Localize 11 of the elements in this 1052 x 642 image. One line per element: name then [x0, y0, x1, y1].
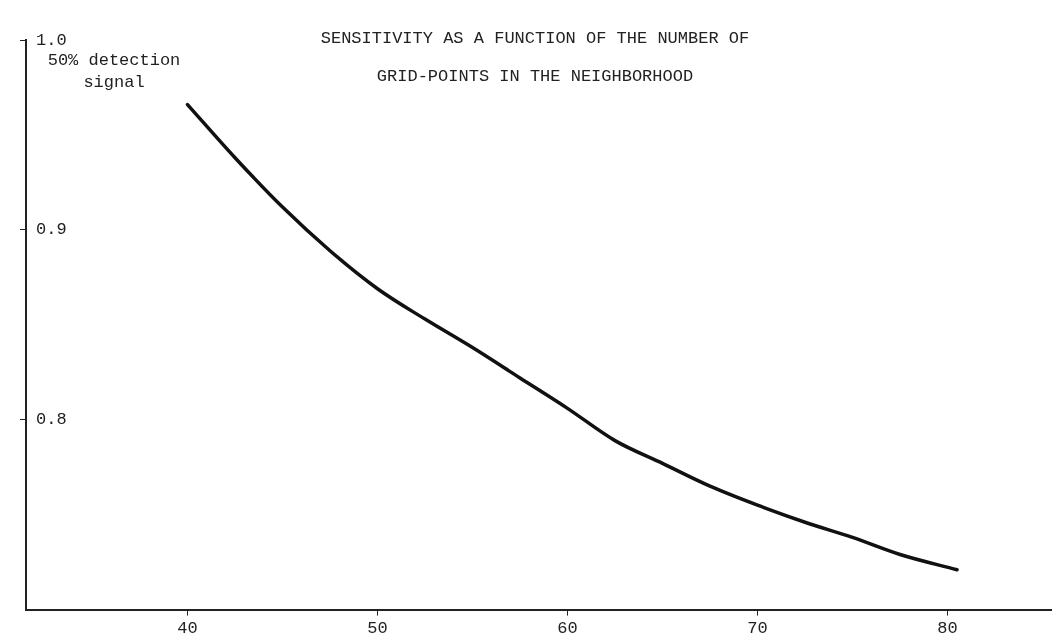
x-tick-label: 80 [937, 619, 958, 639]
text: SENSITIVITY AS A FUNCTION OF THE NUMBER OF GRID-POINTS IN THE NEIGHBORHOOD [320, 28, 750, 88]
y-tick-label: 1.0 [36, 30, 67, 50]
x-tick-label: 50 [367, 619, 388, 639]
x-tick-label: 40 [177, 619, 198, 639]
y-axis-title: 50% detection signal [46, 50, 182, 94]
y-tick-label: 0.9 [36, 220, 67, 240]
line-series [185, 102, 959, 572]
x-tick-label: 70 [747, 619, 768, 639]
x-tick-label: 60 [557, 619, 578, 639]
y-tick-label: 0.8 [36, 410, 67, 430]
